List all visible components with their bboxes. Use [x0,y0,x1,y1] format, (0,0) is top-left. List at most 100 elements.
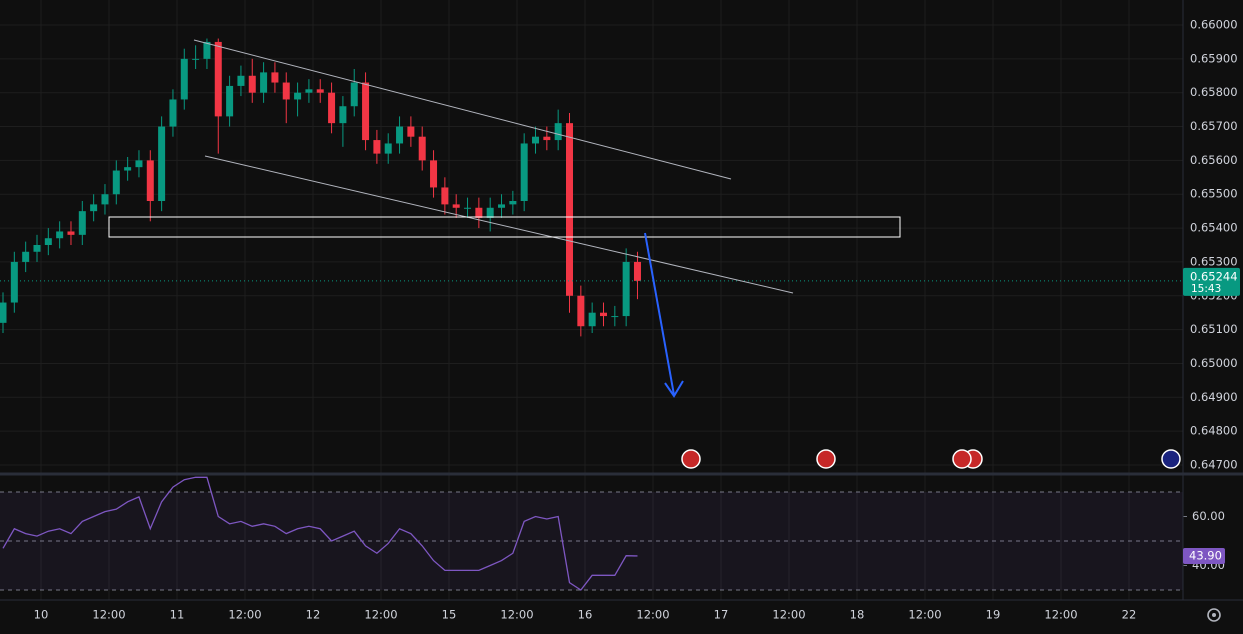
candle-body [158,126,166,201]
candle-body [135,160,143,168]
candle-body [10,261,18,303]
candle-body [56,231,64,239]
candle-body [101,194,109,205]
rsi-value-box [1183,547,1225,564]
candle-body [498,204,506,208]
settings-button[interactable] [1207,608,1221,622]
candle-body [475,207,483,218]
rsi-line [2,476,638,591]
candle-body [78,211,86,235]
last-price-label: 0.65244 [1190,269,1238,283]
x-tick-label: 12:00 [772,608,805,622]
x-tick-label: 17 [714,608,729,622]
candle-body [611,316,619,318]
candle-body [441,187,449,205]
y-tick-label: 0.65700 [1190,119,1238,133]
zone-rectangle[interactable] [108,216,901,238]
candle-body [633,261,641,281]
x-tick-label: 15 [442,608,457,622]
event-icon[interactable] [1161,449,1181,469]
arrow-line[interactable] [644,232,675,396]
candle-body [180,58,188,100]
x-tick-label: 12:00 [636,608,669,622]
candle-body [248,75,256,93]
candle-body [373,140,381,154]
x-tick-label: 12:00 [364,608,397,622]
x-tick-label: 18 [850,608,865,622]
event-icon[interactable] [952,449,972,469]
labels: 0.66000 0.65900 0.65800 0.65700 0.65600 0.655… [34,18,1240,622]
y-tick-label: 0.64900 [1190,390,1238,404]
candle-body [509,201,517,205]
candle-body [316,89,324,93]
x-tick-label: 12:00 [500,608,533,622]
candle-body [577,295,585,327]
candle-body [112,170,120,195]
candle-body [271,72,279,83]
candle-body [260,72,268,93]
candles [0,38,1183,591]
x-tick-label: 12:00 [1044,608,1077,622]
candle-body [282,82,290,100]
event-icons[interactable] [681,449,1181,469]
y-tick-label: 0.65400 [1190,221,1238,235]
event-icon[interactable] [816,449,836,469]
candle-body [362,82,370,141]
candle-body [532,136,540,144]
candle-body [192,58,200,60]
y-tick-label: 0.64700 [1190,458,1238,472]
gear-center [1212,613,1216,617]
grid [0,0,1187,600]
candle-body [226,85,234,117]
candle-body [464,207,472,209]
candle-body [305,89,313,93]
x-tick-label: 16 [578,608,593,622]
candle-body [214,41,222,117]
candle-body [339,106,347,124]
candle-body [452,204,460,208]
rsi-tick-label: 60.00 [1192,509,1225,523]
candle-body [67,231,75,235]
countdown-label: 15:43 [1191,283,1221,295]
candle-body [622,261,630,317]
y-tick-label: 0.65500 [1190,187,1238,201]
x-tick-label: 10 [34,608,49,622]
x-tick-label: 12:00 [908,608,941,622]
y-tick-label: 0.65000 [1190,356,1238,370]
candle-body [430,160,438,188]
rsi-value-label: 43.90 [1189,548,1222,562]
candle-body [0,302,7,323]
trendline-upper [193,39,732,180]
y-tick-label: 0.65900 [1190,51,1238,65]
event-icon[interactable] [681,449,701,469]
candle-body [203,41,211,59]
candle-body [44,238,52,245]
y-tick-label: 0.65300 [1190,254,1238,268]
candle-body [294,92,302,100]
candle-body [588,312,596,327]
candle-body [169,99,177,127]
candle-body [418,136,426,161]
rsi-band [0,492,1183,590]
candle-body [599,312,607,317]
gear-icon[interactable] [1207,608,1221,622]
y-tick-label: 0.65800 [1190,85,1238,99]
y-tick-label: 0.65100 [1190,322,1238,336]
candle-body [384,143,392,154]
x-tick-label: 11 [170,608,185,622]
candle-body [350,82,358,107]
x-tick-label: 12:00 [228,608,261,622]
candle-body [146,160,154,201]
y-tick-label: 0.65600 [1190,153,1238,167]
x-tick-label: 12:00 [92,608,125,622]
arrow-head [664,380,684,398]
candle-body [486,207,494,218]
candle-body [90,204,98,212]
candle-body [33,245,41,252]
last-price-box [1183,267,1240,296]
x-tick-label: 19 [986,608,1001,622]
candle-body [407,126,415,137]
